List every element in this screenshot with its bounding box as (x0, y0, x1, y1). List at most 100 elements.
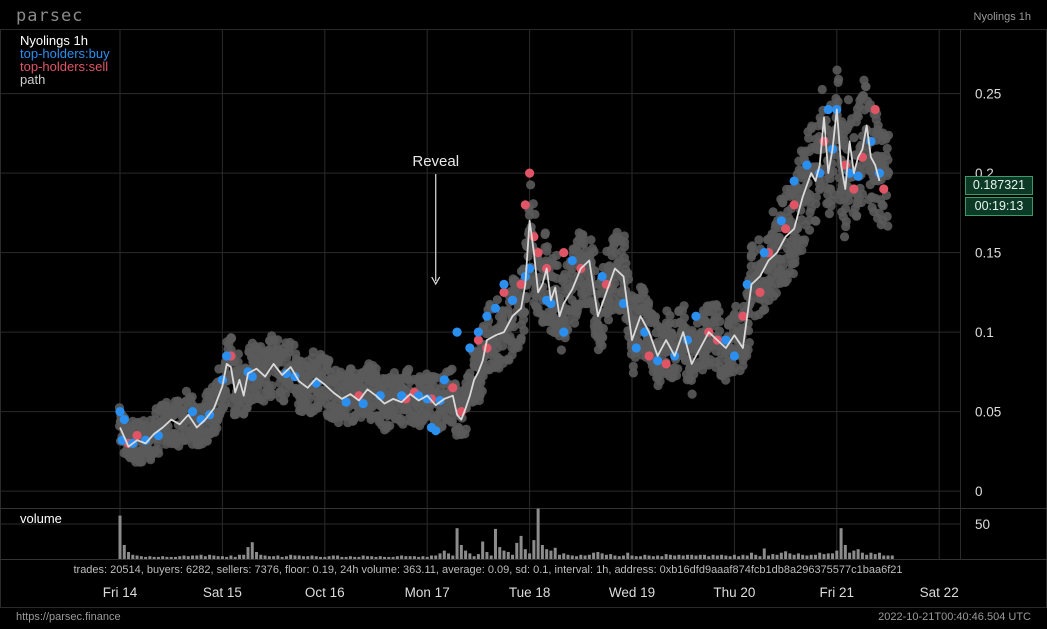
y-tick-label: 0 (975, 484, 983, 499)
volume-bar (442, 550, 446, 559)
volume-bar (643, 554, 647, 559)
volume-bar (340, 556, 344, 559)
buy-point (546, 298, 556, 309)
sell-point (870, 104, 880, 115)
trade-dot (857, 189, 868, 199)
volume-bar (498, 547, 502, 559)
volume-bar (383, 556, 387, 559)
trade-dot (566, 264, 577, 274)
sell-point (559, 248, 569, 258)
trade-dot (578, 233, 588, 243)
buy-point (452, 327, 462, 337)
volume-bar (528, 553, 532, 559)
volume-bar (472, 556, 476, 559)
sell-point (849, 184, 859, 194)
y-tick-label: 0.15 (975, 246, 1001, 261)
volume-bar (831, 553, 835, 559)
volume-bar (468, 553, 472, 559)
buy-point (507, 295, 518, 305)
trade-dot (852, 210, 862, 221)
volume-bar (737, 556, 741, 559)
volume-bar (728, 556, 732, 559)
volume-bar (438, 553, 442, 559)
trade-dot (447, 416, 457, 426)
volume-bar (562, 553, 566, 559)
volume-bar (323, 556, 327, 559)
volume-bar (711, 554, 715, 559)
trade-dot (503, 305, 513, 315)
volume-bar (365, 556, 369, 559)
volume-bar (634, 556, 638, 559)
volume-bar (182, 555, 186, 559)
volume-bar (651, 556, 655, 559)
volume-bar (767, 555, 771, 559)
volume-bar (596, 552, 600, 559)
volume-bar (493, 528, 497, 559)
trade-dot (552, 250, 562, 260)
volume-bar (319, 556, 323, 559)
volume-bar (540, 545, 544, 559)
buy-point (618, 298, 629, 309)
trade-dot (590, 266, 600, 276)
volume-bar (331, 555, 335, 559)
volume-bar (336, 555, 340, 559)
trade-dot (714, 306, 724, 317)
legend-buy: top-holders:buy (20, 46, 110, 61)
volume-bar (826, 553, 830, 559)
volume-bar (131, 554, 135, 559)
sell-point (661, 359, 671, 369)
volume-bar (703, 554, 707, 559)
reveal-annotation: Reveal (412, 153, 459, 170)
trade-dot (267, 381, 277, 391)
volume-bar (843, 545, 847, 559)
trade-dot (671, 371, 682, 381)
volume-bar (570, 555, 574, 559)
volume-bar (506, 552, 510, 559)
volume-bar (639, 556, 643, 559)
trade-dot (519, 307, 530, 317)
trade-dot (308, 347, 318, 357)
trade-dot (804, 133, 814, 143)
trade-dot (268, 389, 278, 399)
volume-bar (259, 554, 263, 559)
volume-bar (553, 547, 557, 559)
volume-bar (660, 556, 664, 559)
volume-bar (609, 554, 613, 559)
volume-bar (890, 555, 894, 559)
trade-dot (731, 301, 741, 311)
trade-dot (824, 209, 835, 219)
trade-dot (689, 369, 699, 379)
volume-bar (203, 556, 207, 559)
buy-point (721, 335, 731, 345)
volume-bar (250, 542, 254, 559)
trade-dot (715, 355, 725, 365)
volume-bar (519, 535, 523, 559)
volume-bar (882, 555, 886, 559)
buy-point (397, 391, 407, 401)
buy-point (823, 104, 833, 115)
buy-point (490, 303, 501, 313)
buy-point (789, 176, 799, 186)
volume-bar (489, 555, 493, 559)
x-tick-label: Fri 21 (820, 585, 855, 600)
volume-bar (173, 556, 177, 559)
footer-url[interactable]: https://parsec.finance (16, 611, 121, 623)
sell-point (516, 279, 526, 289)
trade-dot (839, 135, 849, 145)
volume-bar (348, 556, 352, 559)
volume-bar (152, 556, 156, 559)
volume-bar (400, 555, 404, 559)
trade-dot (782, 275, 792, 285)
trade-dot (714, 326, 725, 336)
buy-point (473, 327, 483, 337)
volume-bars (118, 508, 894, 559)
volume-bar (741, 554, 745, 559)
volume-bar (284, 556, 288, 559)
trade-dot (460, 429, 470, 439)
volume-bar (771, 554, 775, 559)
trade-dot (883, 130, 894, 140)
buy-point (115, 407, 125, 417)
volume-bar (647, 555, 651, 559)
trade-dot (255, 387, 265, 397)
trade-dot (528, 199, 538, 209)
